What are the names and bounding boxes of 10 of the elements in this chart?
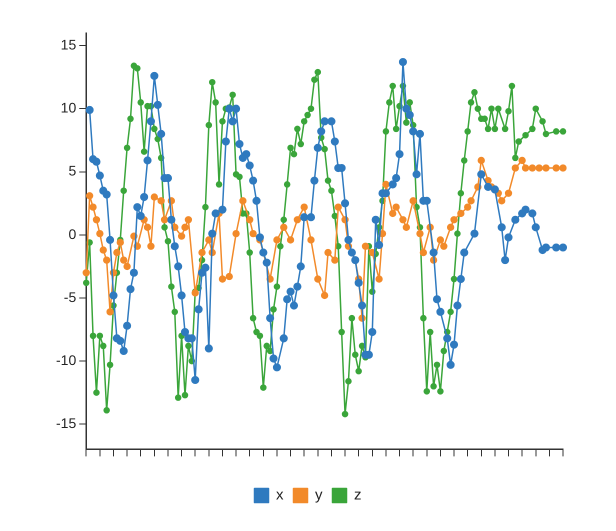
y-tick-label: -5	[64, 288, 76, 305]
y-tick-label: 15	[60, 36, 76, 52]
y-tick-label: 5	[68, 162, 76, 179]
y-tick-label: -15	[56, 415, 76, 432]
y-tick-label: 10	[60, 100, 76, 116]
legend-label: x	[276, 486, 284, 504]
legend-label: z	[354, 486, 362, 504]
y-tick-label: -10	[56, 352, 76, 368]
y-tick-label: 0	[68, 226, 76, 242]
legend-label: y	[315, 486, 323, 504]
